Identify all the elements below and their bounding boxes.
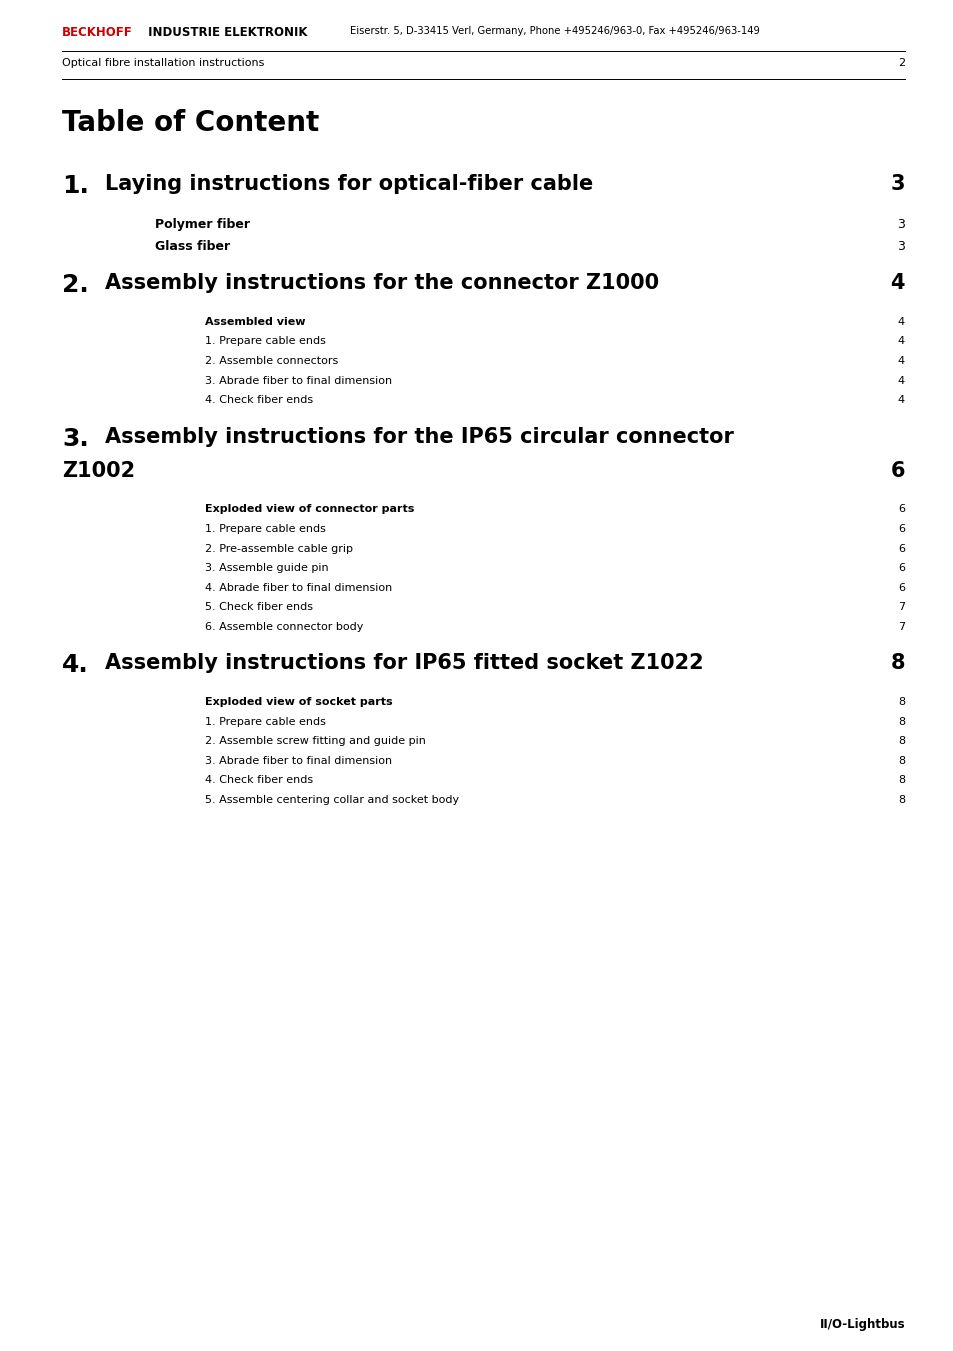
Text: 4: 4 bbox=[897, 317, 904, 327]
Text: INDUSTRIE ELEKTRONIK: INDUSTRIE ELEKTRONIK bbox=[144, 26, 307, 39]
Text: 3. Abrade fiber to final dimension: 3. Abrade fiber to final dimension bbox=[205, 755, 392, 766]
Text: 8: 8 bbox=[897, 794, 904, 804]
Text: 3.: 3. bbox=[62, 427, 89, 450]
Text: 5. Check fiber ends: 5. Check fiber ends bbox=[205, 603, 313, 612]
Text: 3. Abrade fiber to final dimension: 3. Abrade fiber to final dimension bbox=[205, 376, 392, 385]
Text: 2.: 2. bbox=[62, 273, 89, 297]
Text: Assembly instructions for IP65 fitted socket Z1022: Assembly instructions for IP65 fitted so… bbox=[105, 653, 703, 673]
Text: 6: 6 bbox=[897, 543, 904, 554]
Text: Polymer fiber: Polymer fiber bbox=[154, 218, 250, 231]
Text: Exploded view of connector parts: Exploded view of connector parts bbox=[205, 504, 414, 515]
Text: 1. Prepare cable ends: 1. Prepare cable ends bbox=[205, 716, 326, 727]
Text: Optical fibre installation instructions: Optical fibre installation instructions bbox=[62, 58, 264, 68]
Text: Assembly instructions for the IP65 circular connector: Assembly instructions for the IP65 circu… bbox=[105, 427, 733, 446]
Text: 8: 8 bbox=[897, 755, 904, 766]
Text: 6: 6 bbox=[897, 504, 904, 515]
Text: 4: 4 bbox=[897, 394, 904, 405]
Text: BECKHOFF: BECKHOFF bbox=[62, 26, 132, 39]
Text: Assembled view: Assembled view bbox=[205, 317, 305, 327]
Text: Assembly instructions for the connector Z1000: Assembly instructions for the connector … bbox=[105, 273, 659, 293]
Text: 3. Assemble guide pin: 3. Assemble guide pin bbox=[205, 563, 328, 573]
Text: 4. Check fiber ends: 4. Check fiber ends bbox=[205, 394, 313, 405]
Text: Eiserstr. 5, D-33415 Verl, Germany, Phone +495246/963-0, Fax +495246/963-149: Eiserstr. 5, D-33415 Verl, Germany, Phon… bbox=[350, 26, 760, 36]
Text: Glass fiber: Glass fiber bbox=[154, 239, 230, 253]
Text: 8: 8 bbox=[897, 775, 904, 785]
Text: 4: 4 bbox=[897, 376, 904, 385]
Text: 6: 6 bbox=[897, 563, 904, 573]
Text: 3: 3 bbox=[896, 239, 904, 253]
Text: 1.: 1. bbox=[62, 174, 89, 199]
Text: Exploded view of socket parts: Exploded view of socket parts bbox=[205, 697, 393, 707]
Text: 6: 6 bbox=[889, 461, 904, 481]
Text: 4. Check fiber ends: 4. Check fiber ends bbox=[205, 775, 313, 785]
Text: 8: 8 bbox=[889, 653, 904, 673]
Text: 4.: 4. bbox=[62, 653, 89, 677]
Text: 1. Prepare cable ends: 1. Prepare cable ends bbox=[205, 524, 326, 534]
Text: 8: 8 bbox=[897, 736, 904, 746]
Text: 8: 8 bbox=[897, 716, 904, 727]
Text: 2. Pre-assemble cable grip: 2. Pre-assemble cable grip bbox=[205, 543, 353, 554]
Text: 4: 4 bbox=[889, 273, 904, 293]
Text: 2. Assemble connectors: 2. Assemble connectors bbox=[205, 357, 338, 366]
Text: 6: 6 bbox=[897, 582, 904, 593]
Text: 7: 7 bbox=[897, 603, 904, 612]
Text: 4. Abrade fiber to final dimension: 4. Abrade fiber to final dimension bbox=[205, 582, 392, 593]
Text: 5. Assemble centering collar and socket body: 5. Assemble centering collar and socket … bbox=[205, 794, 458, 804]
Text: 7: 7 bbox=[897, 621, 904, 631]
Text: Laying instructions for optical-fiber cable: Laying instructions for optical-fiber ca… bbox=[105, 174, 593, 195]
Text: 6: 6 bbox=[897, 524, 904, 534]
Text: 6. Assemble connector body: 6. Assemble connector body bbox=[205, 621, 363, 631]
Text: 3: 3 bbox=[896, 218, 904, 231]
Text: Z1002: Z1002 bbox=[62, 461, 135, 481]
Text: 4: 4 bbox=[897, 336, 904, 346]
Text: 8: 8 bbox=[897, 697, 904, 707]
Text: 4: 4 bbox=[897, 357, 904, 366]
Text: 3: 3 bbox=[889, 174, 904, 195]
Text: 2: 2 bbox=[897, 58, 904, 68]
Text: 1. Prepare cable ends: 1. Prepare cable ends bbox=[205, 336, 326, 346]
Text: II/O-Lightbus: II/O-Lightbus bbox=[819, 1319, 904, 1331]
Text: Table of Content: Table of Content bbox=[62, 109, 319, 136]
Text: 2. Assemble screw fitting and guide pin: 2. Assemble screw fitting and guide pin bbox=[205, 736, 425, 746]
